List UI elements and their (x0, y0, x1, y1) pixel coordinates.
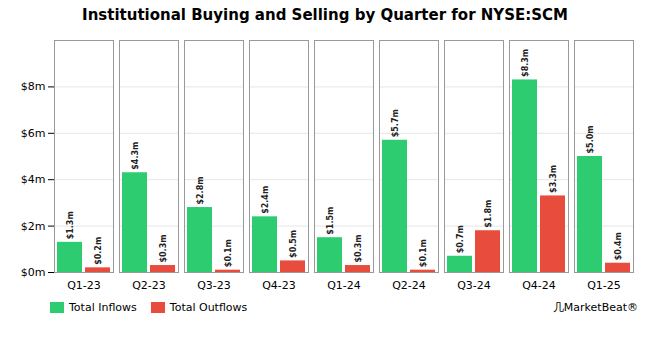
svg-text:Q2-24: Q2-24 (392, 279, 426, 292)
svg-text:Q1-25: Q1-25 (587, 279, 621, 292)
svg-text:$0.3m: $0.3m (354, 234, 363, 262)
svg-text:$6m: $6m (21, 127, 46, 140)
svg-text:Q1-24: Q1-24 (327, 279, 361, 292)
svg-text:$8m: $8m (21, 80, 46, 93)
svg-text:Q3-24: Q3-24 (457, 279, 491, 292)
svg-text:$0.3m: $0.3m (159, 234, 168, 262)
svg-text:$4.3m: $4.3m (131, 142, 140, 170)
svg-text:Q4-23: Q4-23 (262, 279, 296, 292)
svg-text:$5.0m: $5.0m (586, 125, 595, 153)
svg-text:$0.7m: $0.7m (456, 225, 465, 253)
svg-text:Q4-24: Q4-24 (522, 279, 556, 292)
svg-text:$1.3m: $1.3m (66, 211, 75, 239)
svg-text:$4m: $4m (21, 173, 46, 186)
html-text:Total Inflows: Total Inflows (69, 301, 137, 314)
svg-text:$2m: $2m (21, 220, 46, 233)
svg-text:$0m: $0m (21, 266, 46, 279)
html-text:Total Outflows: Total Outflows (169, 301, 248, 314)
svg-text:Q2-23: Q2-23 (132, 279, 166, 292)
svg-text:$0.1m: $0.1m (419, 239, 428, 267)
html-text:⼏MarketBeat®: ⼏MarketBeat® (552, 301, 638, 314)
svg-text:$0.2m: $0.2m (94, 237, 103, 265)
svg-text:$2.4m: $2.4m (261, 186, 270, 214)
svg-text:$0.5m: $0.5m (289, 230, 298, 258)
svg-text:$3.3m: $3.3m (549, 165, 558, 193)
svg-text:Q1-23: Q1-23 (67, 279, 101, 292)
svg-text:$5.7m: $5.7m (391, 109, 400, 137)
svg-text:Q3-23: Q3-23 (197, 279, 231, 292)
svg-text:$1.8m: $1.8m (484, 200, 493, 228)
html-text:Institutional Buying and Selli: Institutional Buying and Selling by Quar… (82, 6, 568, 24)
svg-text:$0.1m: $0.1m (224, 239, 233, 267)
svg-text:$2.8m: $2.8m (196, 176, 205, 204)
svg-text:$8.3m: $8.3m (521, 49, 530, 77)
svg-text:$1.5m: $1.5m (326, 207, 335, 235)
svg-text:$0.4m: $0.4m (614, 232, 623, 260)
